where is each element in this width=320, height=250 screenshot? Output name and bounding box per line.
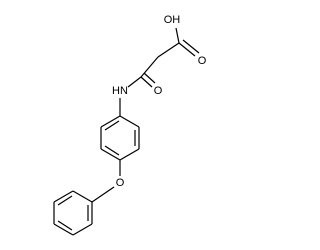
bond: [140, 56, 159, 78]
atom-label: O: [198, 55, 207, 67]
bond: [119, 115, 140, 128]
bond: [182, 39, 200, 54]
atom-label: O: [154, 85, 163, 97]
bond: [91, 186, 115, 203]
bond: [175, 27, 180, 44]
bond: [57, 220, 73, 231]
bond: [143, 72, 156, 84]
bonds: [53, 27, 200, 236]
bond: [57, 195, 73, 206]
bond: [178, 42, 196, 57]
bond: [157, 42, 180, 58]
bond: [140, 76, 153, 88]
bond: [127, 76, 142, 88]
bond: [104, 120, 120, 131]
atom-label: OH: [164, 14, 181, 26]
structure-diagram: OH O HN O O: [53, 14, 207, 236]
bond: [104, 145, 120, 156]
bond: [72, 190, 93, 203]
bond: [72, 223, 93, 236]
bond: [53, 223, 74, 236]
bond: [53, 190, 74, 203]
atom-label: O: [116, 177, 125, 189]
bond: [100, 115, 121, 128]
bond: [100, 148, 121, 161]
bond: [119, 148, 140, 161]
atom-label: HN: [112, 85, 128, 97]
